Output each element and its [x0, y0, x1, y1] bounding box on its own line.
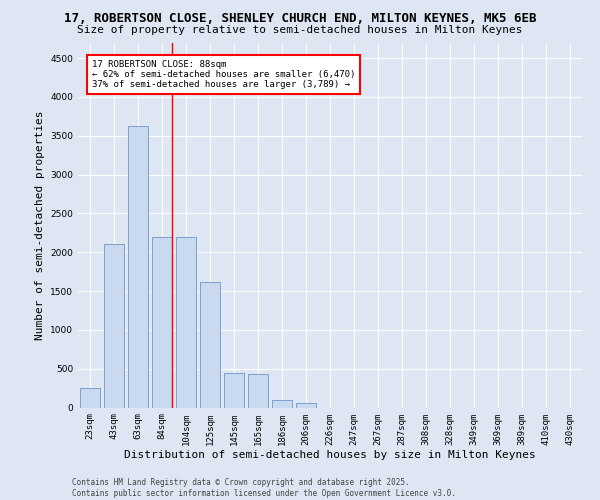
Text: Contains HM Land Registry data © Crown copyright and database right 2025.
Contai: Contains HM Land Registry data © Crown c… [72, 478, 456, 498]
Text: Size of property relative to semi-detached houses in Milton Keynes: Size of property relative to semi-detach… [77, 25, 523, 35]
Bar [128, 126, 148, 408]
Text: 17 ROBERTSON CLOSE: 88sqm
← 62% of semi-detached houses are smaller (6,470)
37% : 17 ROBERTSON CLOSE: 88sqm ← 62% of semi-… [92, 60, 355, 90]
Bar [296, 403, 316, 407]
Bar [80, 388, 100, 407]
X-axis label: Distribution of semi-detached houses by size in Milton Keynes: Distribution of semi-detached houses by … [124, 450, 536, 460]
Bar [104, 244, 124, 408]
Y-axis label: Number of semi-detached properties: Number of semi-detached properties [35, 110, 44, 340]
Bar [152, 236, 172, 408]
Bar [176, 236, 196, 408]
Bar [272, 400, 292, 407]
Bar [248, 374, 268, 408]
Text: 17, ROBERTSON CLOSE, SHENLEY CHURCH END, MILTON KEYNES, MK5 6EB: 17, ROBERTSON CLOSE, SHENLEY CHURCH END,… [64, 12, 536, 26]
Bar [224, 374, 244, 408]
Bar [200, 282, 220, 408]
